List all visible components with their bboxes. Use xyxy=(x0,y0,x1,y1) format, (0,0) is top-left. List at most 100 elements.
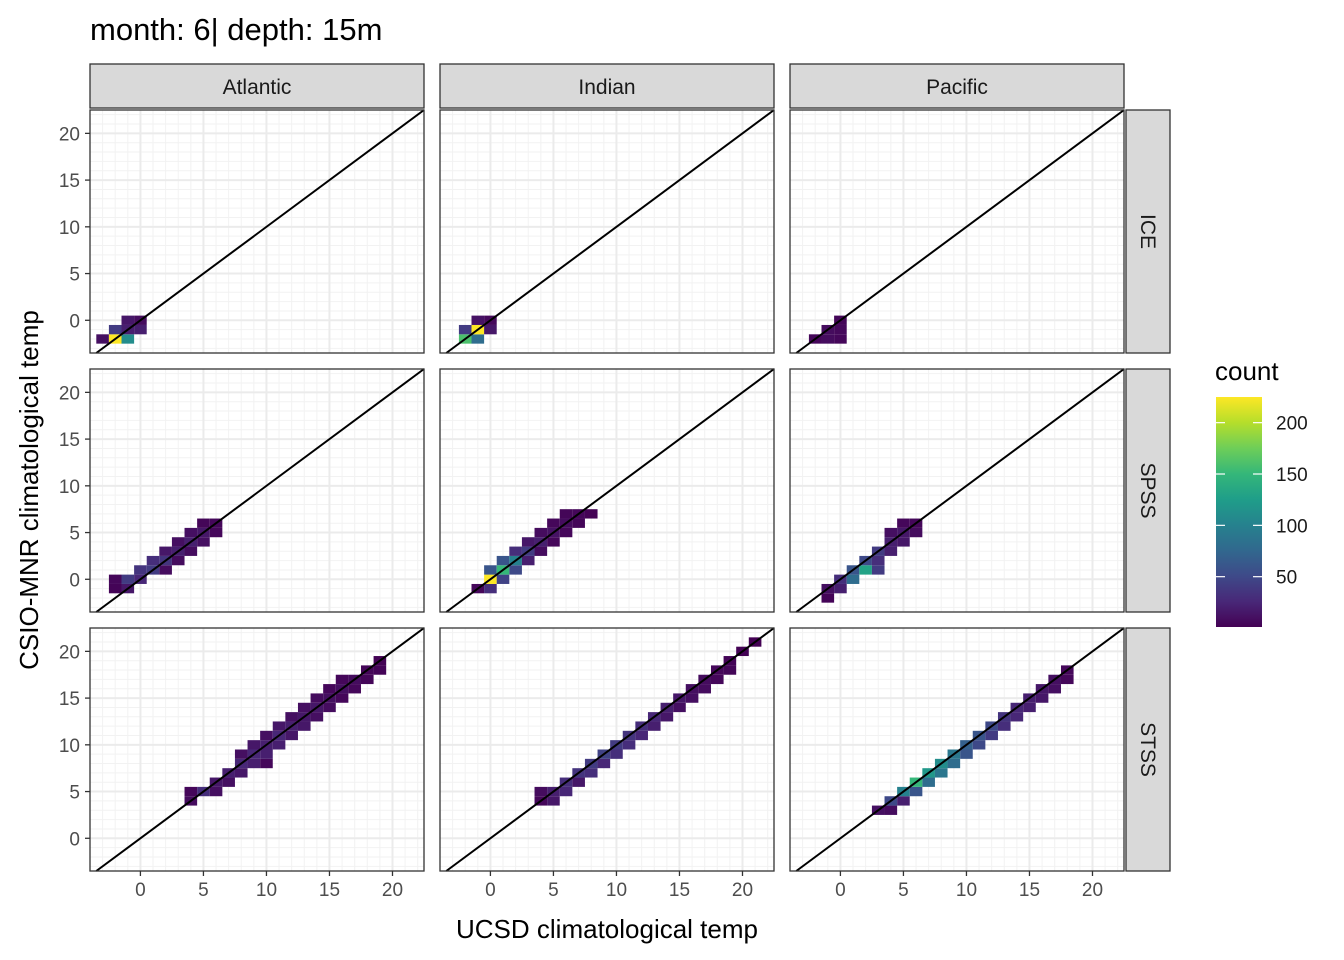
identity-line xyxy=(445,627,775,872)
bin-cell xyxy=(723,665,737,675)
bin-cell xyxy=(323,702,336,713)
strip-background xyxy=(1125,368,1171,613)
identity-line xyxy=(95,109,425,354)
bin-cell xyxy=(297,721,311,731)
strip-spss: SPSS xyxy=(1125,368,1171,613)
bin-cell xyxy=(171,555,185,566)
bin-cell xyxy=(184,786,198,797)
bin-cell xyxy=(610,749,623,759)
bin-cell xyxy=(197,537,210,547)
bin-cell xyxy=(534,786,548,797)
bin-cell xyxy=(260,749,273,759)
y-tick-label: 0 xyxy=(69,570,80,591)
bin-cell xyxy=(484,583,497,594)
bin-cell xyxy=(660,712,674,722)
y-tick-label: 20 xyxy=(59,383,80,404)
legend-tick-label: 150 xyxy=(1276,465,1308,486)
legend-colorbar xyxy=(1216,397,1262,627)
bin-cell xyxy=(360,674,374,685)
bin-cell xyxy=(934,768,948,778)
bin-cell xyxy=(547,537,560,547)
bin-cell xyxy=(1035,693,1049,703)
bin-cell xyxy=(121,334,135,344)
bin-cell xyxy=(559,786,573,797)
bin-cell xyxy=(1010,712,1024,722)
bin-cell xyxy=(297,702,311,713)
identity-line xyxy=(95,368,425,613)
bin-cell xyxy=(373,665,387,675)
strip-background xyxy=(1125,109,1171,354)
y-tick-label: 10 xyxy=(59,477,80,498)
bin-cell xyxy=(234,768,248,778)
y-tick-label: 0 xyxy=(69,311,80,332)
legend-tick-label: 50 xyxy=(1276,568,1297,589)
x-tick-label: 10 xyxy=(256,880,277,901)
bin-cell xyxy=(922,777,935,787)
bin-cell xyxy=(222,777,235,787)
x-tick-label: 20 xyxy=(382,880,403,901)
x-tick-label: 0 xyxy=(135,880,146,901)
bin-cell xyxy=(572,777,585,787)
strip-label: Indian xyxy=(578,76,635,99)
bin-cell xyxy=(909,527,923,538)
bin-cell xyxy=(559,509,573,519)
strip-background xyxy=(1125,627,1171,872)
x-tick-label: 5 xyxy=(198,880,209,901)
bin-cell xyxy=(458,324,472,335)
bin-cell xyxy=(884,805,898,815)
bin-cell xyxy=(710,674,724,685)
bin-cell xyxy=(597,758,611,769)
legend-tick-label: 100 xyxy=(1276,516,1308,537)
color-legend: count 50 100 150 200 xyxy=(1215,356,1308,627)
bin-cell xyxy=(247,740,261,750)
bin-cell xyxy=(335,693,349,703)
bin-cell xyxy=(1023,702,1036,713)
panel-border xyxy=(89,627,425,872)
bin-cell xyxy=(547,518,560,528)
bin-cell xyxy=(897,796,910,806)
bin-cell xyxy=(897,537,910,547)
bin-cell xyxy=(685,693,699,703)
bin-cell xyxy=(108,574,122,584)
strip-indian: Indian xyxy=(439,63,775,109)
bin-cell xyxy=(348,684,361,694)
bin-cell xyxy=(285,712,298,722)
bin-cell xyxy=(197,518,210,528)
bin-cell xyxy=(584,768,598,778)
bin-cell xyxy=(484,565,497,575)
bin-cell xyxy=(234,749,248,759)
y-tick-label: 20 xyxy=(59,124,80,145)
bin-cell xyxy=(622,740,636,750)
x-tick-label: 20 xyxy=(732,880,753,901)
y-tick-label: 10 xyxy=(59,736,80,757)
x-tick-label: 5 xyxy=(548,880,559,901)
chart-title: month: 6| depth: 15m xyxy=(90,12,382,47)
bin-cell xyxy=(547,796,560,806)
panel-pacific-ice xyxy=(789,109,1125,354)
bin-cell xyxy=(673,702,686,713)
panel-atlantic-spss xyxy=(89,368,425,613)
bin-cell xyxy=(209,786,223,797)
bin-cell xyxy=(647,721,661,731)
bin-cell xyxy=(521,555,535,566)
panel-border xyxy=(439,109,775,354)
panel-border xyxy=(789,109,1125,354)
bin-cell xyxy=(496,555,510,566)
bin-cell xyxy=(534,546,548,556)
bin-cell xyxy=(96,334,109,344)
identity-line xyxy=(445,109,775,354)
bin-cell xyxy=(272,721,286,731)
facet-strips: Atlantic Indian Pacific ICE SPSS STSS xyxy=(89,63,1171,872)
bin-cell xyxy=(1060,674,1074,685)
bin-cell xyxy=(635,730,648,741)
identity-line xyxy=(445,368,775,613)
y-tick-label: 15 xyxy=(59,430,80,451)
y-tick-label: 0 xyxy=(69,829,80,850)
bin-cell xyxy=(909,786,923,797)
bin-cell xyxy=(821,334,835,344)
bin-cell xyxy=(323,684,336,694)
bin-cell xyxy=(171,537,185,547)
bin-cell xyxy=(859,565,872,575)
strip-background xyxy=(439,63,775,109)
bin-cell xyxy=(997,721,1011,731)
